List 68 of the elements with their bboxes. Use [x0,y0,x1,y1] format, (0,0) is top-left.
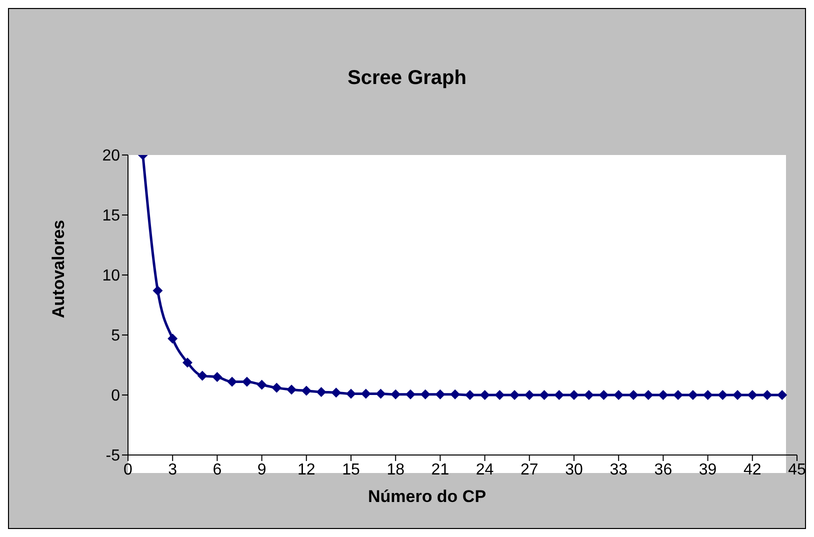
point [152,286,163,296]
point [762,390,772,400]
point [168,334,178,344]
x-tick-label: 45 [788,461,806,478]
point [539,390,550,400]
point [182,358,192,368]
y-axis-title: Autovalores [49,220,69,318]
point [331,388,342,398]
x-tick-label: 39 [698,461,717,478]
point [286,384,297,395]
point [554,390,564,400]
point [227,376,238,387]
point [272,382,282,393]
point [658,390,668,400]
x-tick-label: 3 [168,461,178,478]
x-tick-label: 21 [431,461,450,478]
point [420,389,430,400]
point [584,390,594,400]
point [643,390,654,400]
point [702,390,713,400]
point [256,380,267,390]
point [242,376,252,387]
point [494,390,505,400]
point [732,390,743,400]
point [405,389,416,400]
point [569,390,579,400]
x-tick-label: 9 [257,461,266,478]
point [628,390,638,400]
point [301,386,312,396]
y-tick-label: 20 [102,148,120,165]
y-tick-label: 10 [102,268,120,285]
y-tick-label: 0 [111,388,120,405]
x-tick-label: 27 [520,461,538,478]
point [614,390,624,400]
point [197,370,208,381]
point [435,389,446,400]
point [510,390,520,400]
point [598,390,609,400]
point [376,388,386,399]
x-tick-label: 36 [654,461,672,478]
point [480,390,490,400]
x-tick-label: 33 [610,461,628,478]
x-axis-title: Número do CP [366,487,488,507]
y-tick-label: -5 [106,448,120,465]
x-tick-label: 30 [565,461,583,478]
y-tick-label: 5 [111,328,120,345]
point [524,390,534,400]
point [718,390,728,400]
x-tick-label: 24 [476,461,494,478]
x-tick-label: 15 [342,461,360,478]
x-tick-label: 0 [124,461,133,478]
point [346,388,356,399]
point [390,389,401,400]
y-tick-label: 15 [102,208,120,225]
point [673,390,684,400]
x-tick-label: 42 [744,461,762,478]
point [777,390,788,400]
x-tick-label: 6 [212,461,222,478]
x-tick-label: 12 [298,461,316,478]
x-tick-label: 18 [386,461,405,478]
point [747,390,758,400]
point [464,390,475,400]
point [450,389,460,400]
point [360,388,371,399]
point [688,390,698,400]
point [316,387,326,397]
point [212,372,222,382]
chart-title: Scree Graph [346,67,468,90]
